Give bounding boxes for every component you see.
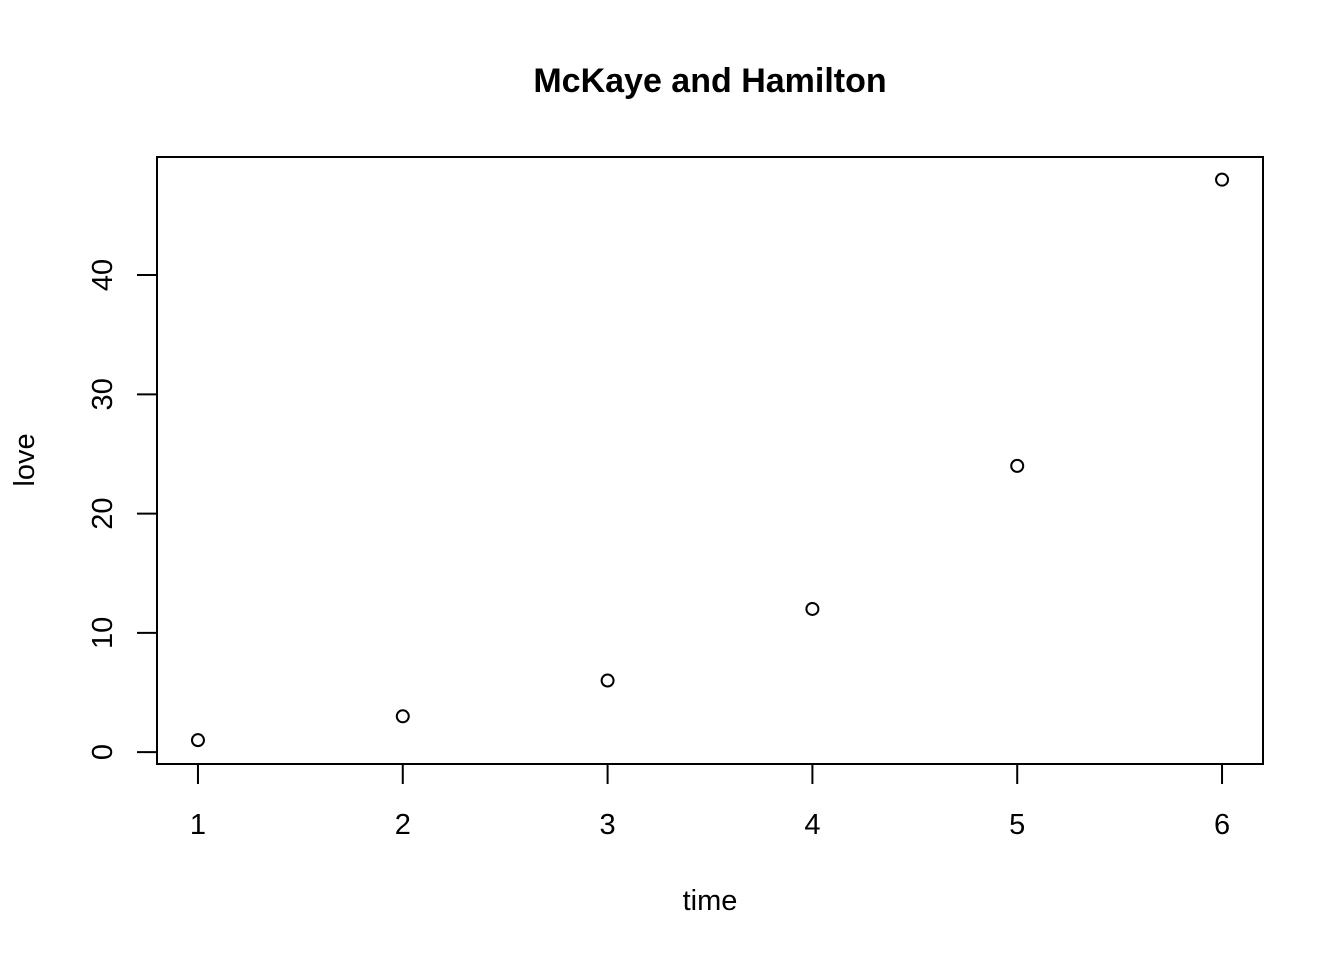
data-point bbox=[1215, 172, 1230, 187]
y-tick-label: 30 bbox=[87, 378, 119, 410]
y-tick-label: 40 bbox=[87, 259, 119, 291]
y-tick-label: 0 bbox=[87, 744, 119, 760]
data-point bbox=[805, 601, 820, 616]
data-point bbox=[395, 709, 410, 724]
data-point bbox=[190, 733, 205, 748]
y-tick-label: 20 bbox=[87, 497, 119, 529]
y-axis: 0 10 20 30 40 bbox=[87, 259, 158, 760]
y-tick-label: 10 bbox=[87, 617, 119, 649]
x-axis-label: time bbox=[683, 885, 738, 917]
x-tick-label: 1 bbox=[190, 809, 206, 841]
x-tick-label: 6 bbox=[1214, 809, 1230, 841]
x-tick-label: 3 bbox=[600, 809, 616, 841]
x-axis: 1 2 3 4 5 6 bbox=[190, 763, 1230, 841]
x-tick-label: 2 bbox=[395, 809, 411, 841]
y-axis-label: love bbox=[9, 433, 41, 486]
chart-title: McKaye and Hamilton bbox=[533, 62, 886, 100]
data-point bbox=[1010, 458, 1025, 473]
data-point bbox=[600, 673, 615, 688]
data-points bbox=[190, 172, 1230, 748]
x-tick-label: 4 bbox=[804, 809, 820, 841]
plot-frame bbox=[156, 156, 1264, 765]
x-tick-label: 5 bbox=[1009, 809, 1025, 841]
